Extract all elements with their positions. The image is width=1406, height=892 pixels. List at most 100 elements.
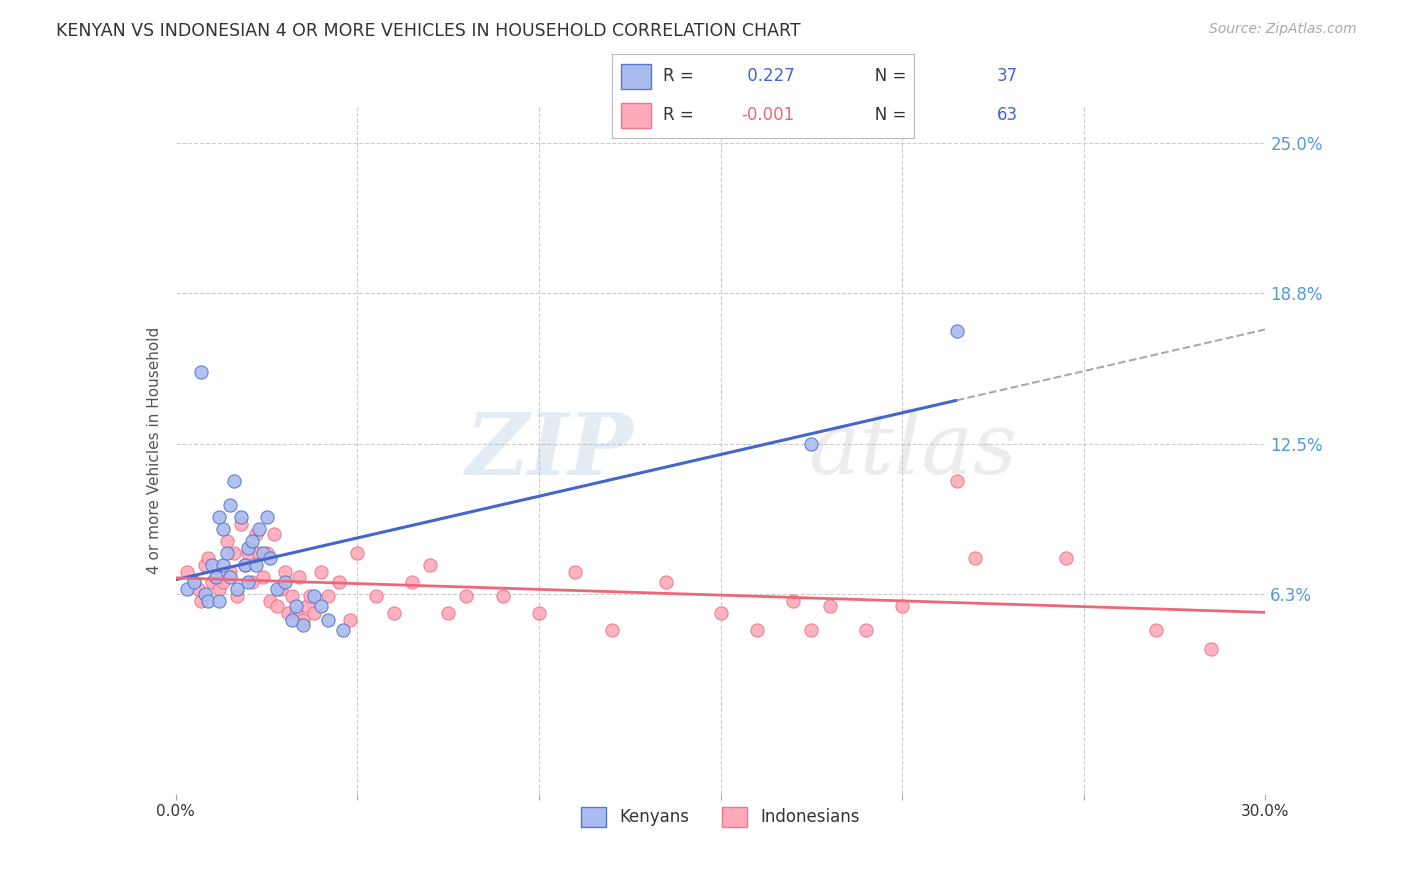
Text: KENYAN VS INDONESIAN 4 OR MORE VEHICLES IN HOUSEHOLD CORRELATION CHART: KENYAN VS INDONESIAN 4 OR MORE VEHICLES … xyxy=(56,22,801,40)
Bar xyxy=(620,63,651,89)
Point xyxy=(527,606,550,620)
Text: N =: N = xyxy=(859,68,912,86)
Point xyxy=(564,565,586,579)
Point xyxy=(309,565,332,579)
Point xyxy=(492,589,515,603)
Point xyxy=(284,599,307,613)
Point xyxy=(252,570,274,584)
Point xyxy=(238,541,260,555)
Point xyxy=(309,599,332,613)
Point xyxy=(419,558,441,572)
Text: 0.227: 0.227 xyxy=(741,68,794,86)
Point xyxy=(212,558,235,572)
Point xyxy=(233,558,256,572)
Point xyxy=(201,574,224,589)
Point xyxy=(945,474,967,488)
Point xyxy=(176,565,198,579)
Point xyxy=(233,558,256,572)
Legend: Kenyans, Indonesians: Kenyans, Indonesians xyxy=(574,800,868,834)
Text: atlas: atlas xyxy=(807,409,1017,491)
Point xyxy=(274,574,297,589)
Point xyxy=(270,582,292,596)
Point xyxy=(183,574,205,589)
Point xyxy=(266,599,288,613)
Point xyxy=(176,582,198,596)
Point xyxy=(281,589,304,603)
Point xyxy=(281,613,304,627)
Point xyxy=(238,574,260,589)
Point xyxy=(222,546,245,560)
Point xyxy=(208,509,231,524)
Point xyxy=(332,623,354,637)
Point xyxy=(401,574,423,589)
Text: 63: 63 xyxy=(997,106,1018,124)
Point xyxy=(291,613,314,627)
Point xyxy=(194,558,217,572)
Text: 37: 37 xyxy=(997,68,1018,86)
Point xyxy=(600,623,623,637)
Point xyxy=(291,618,314,632)
Point xyxy=(245,558,267,572)
Point xyxy=(382,606,405,620)
Text: -0.001: -0.001 xyxy=(741,106,794,124)
Point xyxy=(186,582,209,596)
Point xyxy=(256,546,278,560)
Point xyxy=(945,324,967,338)
Point xyxy=(259,594,281,608)
Point xyxy=(183,574,205,589)
Point xyxy=(226,589,249,603)
Point xyxy=(274,565,297,579)
Point xyxy=(302,589,325,603)
Point xyxy=(194,587,217,601)
Point xyxy=(226,582,249,596)
Point xyxy=(197,594,219,608)
Point xyxy=(339,613,361,627)
Point xyxy=(256,509,278,524)
Point xyxy=(247,546,270,560)
Point xyxy=(818,599,841,613)
Point xyxy=(219,570,242,584)
Point xyxy=(219,565,242,579)
Point xyxy=(208,594,231,608)
Point xyxy=(212,574,235,589)
Point xyxy=(190,365,212,379)
Point xyxy=(190,594,212,608)
Bar xyxy=(620,103,651,128)
Point xyxy=(346,546,368,560)
Text: N =: N = xyxy=(859,106,912,124)
Point xyxy=(222,474,245,488)
Point xyxy=(800,623,823,637)
Point xyxy=(208,582,231,596)
Point xyxy=(800,437,823,451)
Point xyxy=(745,623,768,637)
Point xyxy=(277,606,299,620)
Point xyxy=(782,594,804,608)
Point xyxy=(655,574,678,589)
Text: Source: ZipAtlas.com: Source: ZipAtlas.com xyxy=(1209,22,1357,37)
Text: R =: R = xyxy=(664,106,699,124)
Point xyxy=(204,570,226,584)
Point xyxy=(364,589,387,603)
Point xyxy=(197,550,219,565)
Point xyxy=(295,599,318,613)
Point xyxy=(1199,642,1222,657)
Point xyxy=(318,589,340,603)
Point xyxy=(245,526,267,541)
Point xyxy=(259,550,281,565)
Point xyxy=(212,522,235,536)
Text: R =: R = xyxy=(664,68,699,86)
Y-axis label: 4 or more Vehicles in Household: 4 or more Vehicles in Household xyxy=(146,326,162,574)
Point xyxy=(252,546,274,560)
Point xyxy=(288,570,311,584)
Point xyxy=(215,546,238,560)
Point xyxy=(263,526,285,541)
Point xyxy=(240,533,263,548)
Point xyxy=(328,574,350,589)
Point xyxy=(219,498,242,512)
Point xyxy=(266,582,288,596)
Point xyxy=(231,516,253,531)
Point xyxy=(204,570,226,584)
Point xyxy=(247,522,270,536)
Point xyxy=(1146,623,1168,637)
Point xyxy=(855,623,877,637)
